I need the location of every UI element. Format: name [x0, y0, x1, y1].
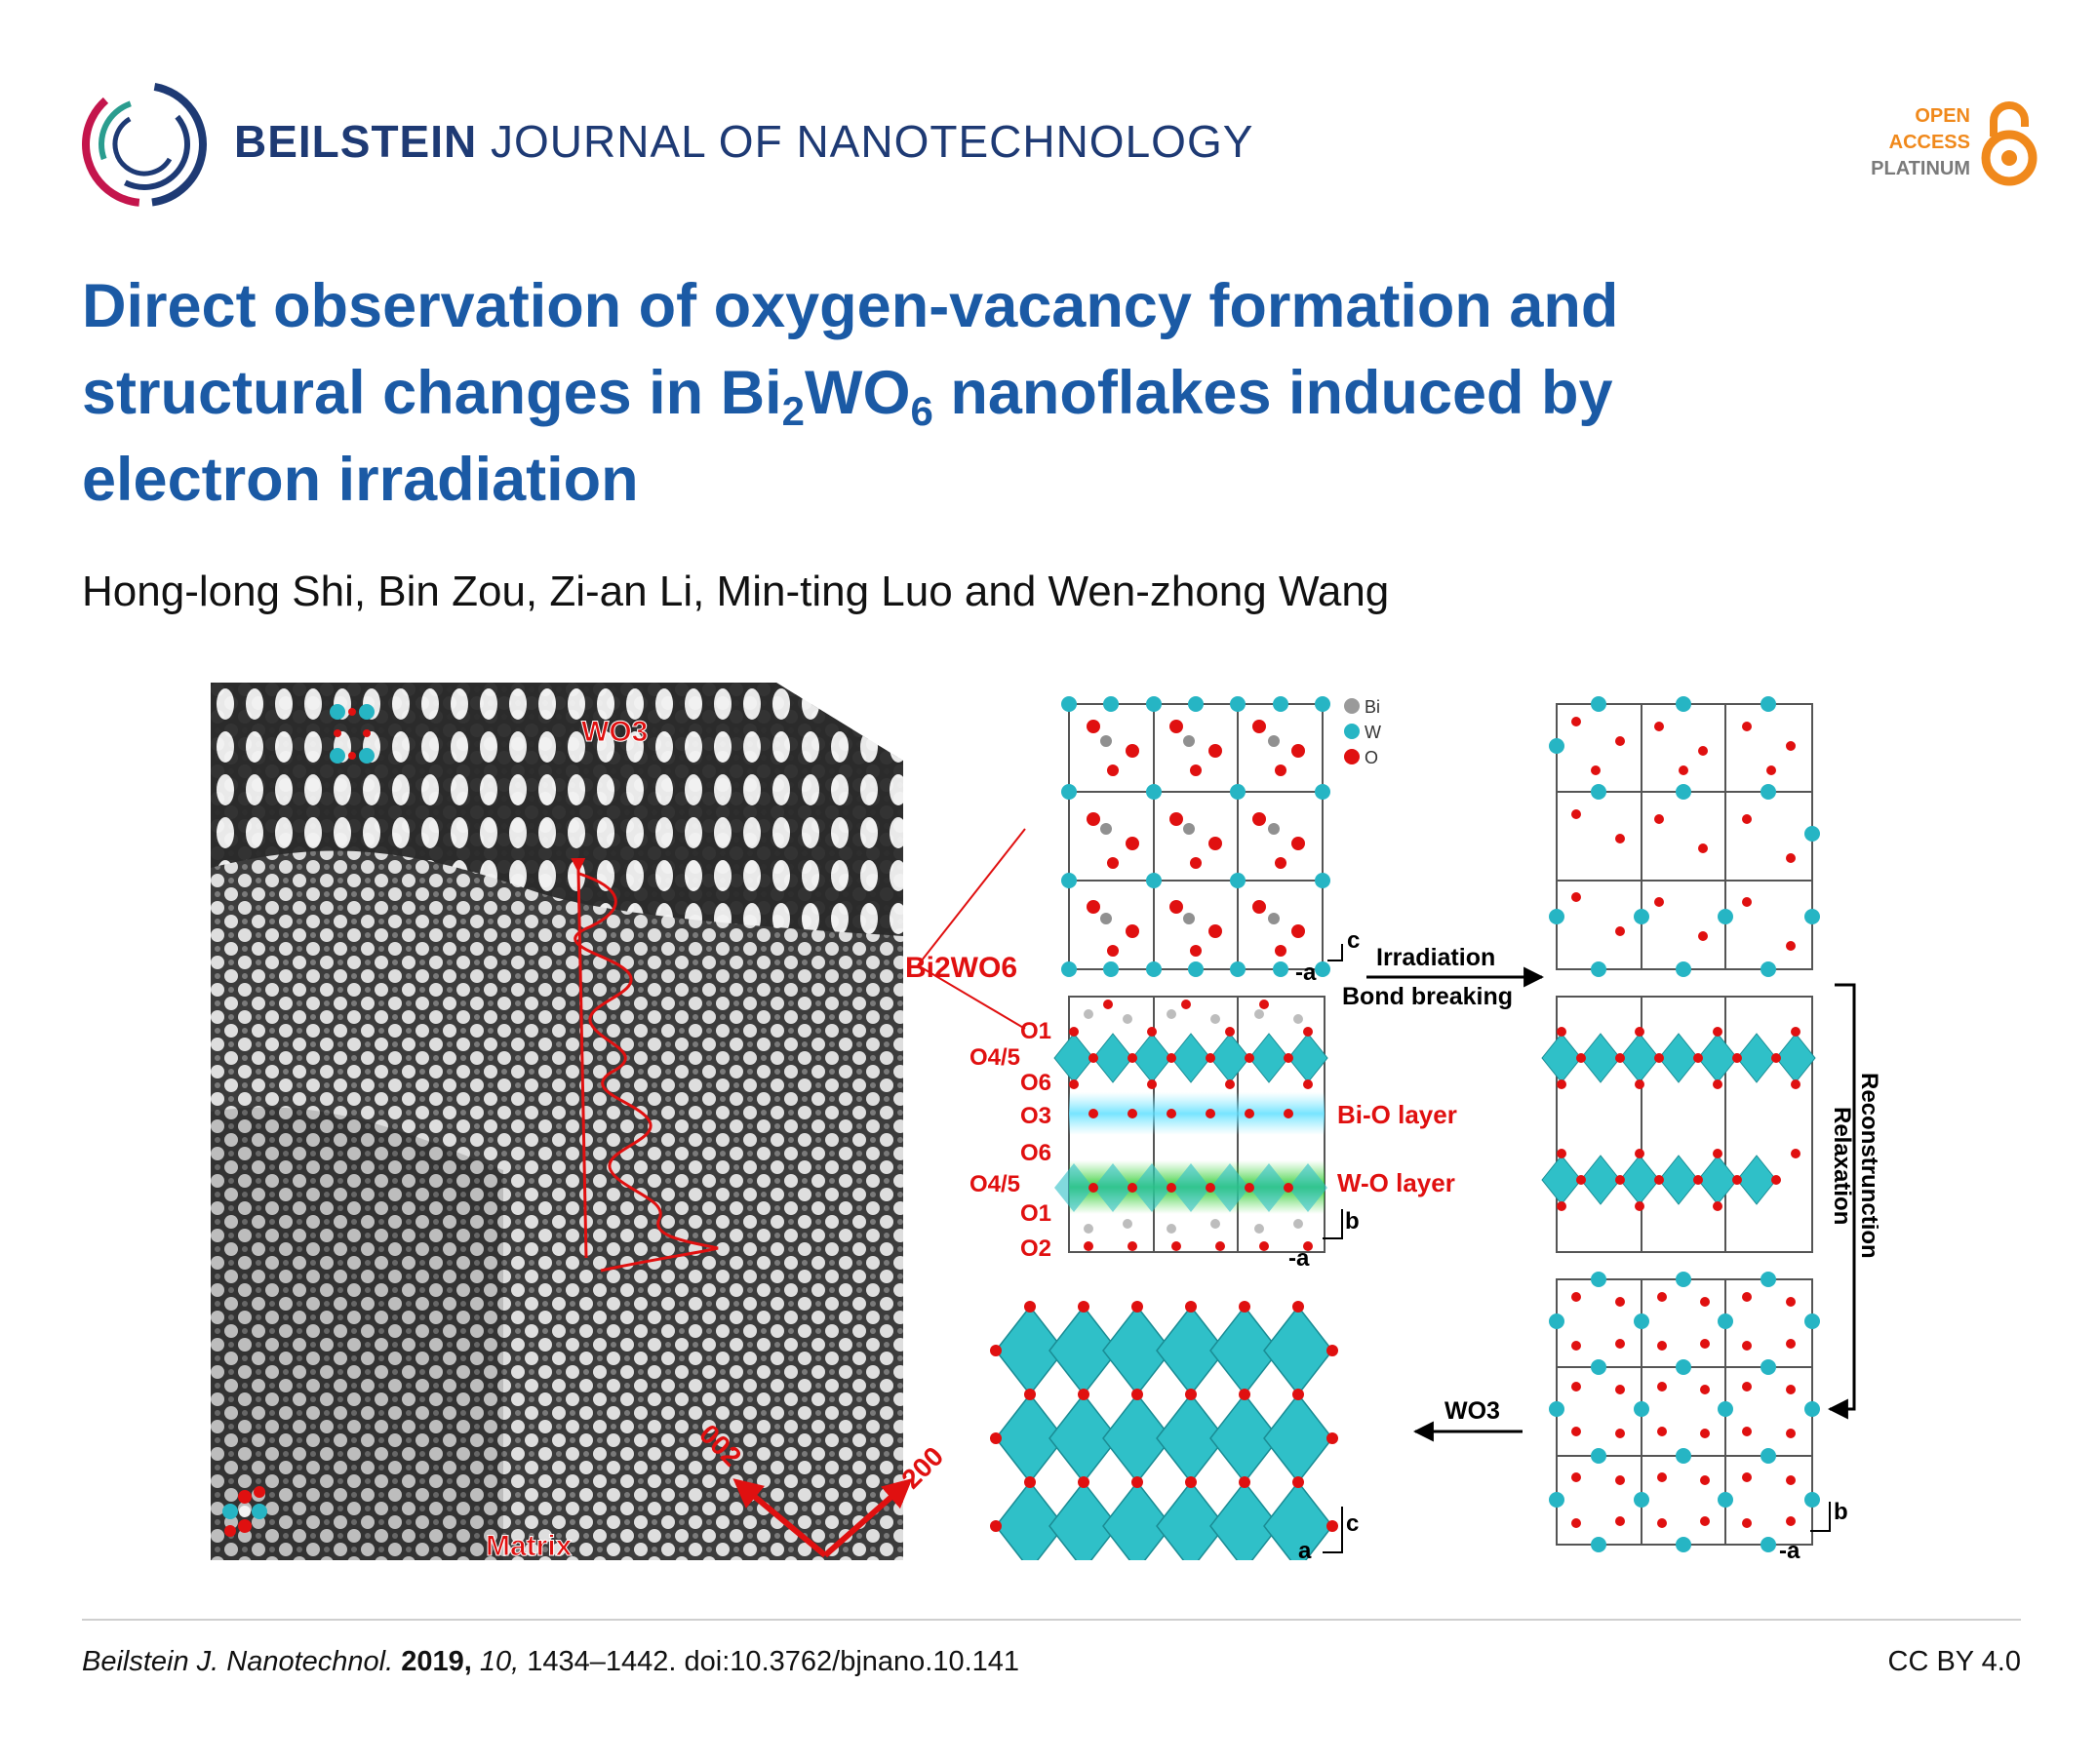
layer-label-o6-bottom: O6 — [1020, 1140, 1051, 1166]
oa-platinum: PLATINUM — [1871, 158, 1970, 179]
reconstructed-top-view — [1549, 1272, 1820, 1552]
axes-panel-e — [1810, 1502, 1831, 1532]
legend-bi: Bi — [1365, 697, 1380, 717]
axis-a-bottom: a — [1298, 1538, 1312, 1560]
layer-label-o1-bottom: O1 — [1020, 1200, 1051, 1227]
beilstein-logo-icon — [82, 82, 207, 207]
bi2wo6-unit-cell-icon — [222, 1486, 267, 1537]
bi2wo6-side-view — [1053, 996, 1328, 1253]
layer-label-o1-top: O1 — [1020, 1018, 1051, 1044]
axis-neg-a-bottom: -a — [1779, 1538, 1800, 1560]
citation-year: 2019, — [401, 1646, 472, 1677]
layer-label-o2: O2 — [1020, 1235, 1051, 1262]
open-access-badge[interactable]: OPEN ACCESS PLATINUM — [1834, 98, 2038, 190]
wo-layer-label: W-O layer — [1337, 1168, 1455, 1197]
tem-micrograph — [211, 683, 903, 1560]
citation: Beilstein J. Nanotechnol. 2019, 10, 1434… — [82, 1646, 1019, 1678]
layer-label-o6-top: O6 — [1020, 1070, 1051, 1096]
bi2wo6-top-view — [1061, 696, 1330, 977]
irradiated-top-view — [1549, 696, 1820, 977]
layer-label-o45-bottom: O4/5 — [969, 1171, 1020, 1197]
open-access-lock-icon — [1981, 101, 2038, 186]
title-part3: nanoflakes induced by electron irradiati… — [82, 359, 1613, 514]
layer-labels: O1 O4/5 O6 O3 O6 O4/5 O1 O2 — [969, 1018, 1051, 1262]
legend-w: W — [1365, 723, 1381, 742]
oa-access: ACCESS — [1888, 132, 1970, 153]
axis-neg-a-top: -a — [1295, 960, 1317, 986]
journal-name-rest: JOURNAL OF NANOTECHNOLOGY — [477, 116, 1254, 167]
axes-panel-b — [1323, 1209, 1343, 1239]
title-sub1: 2 — [781, 388, 806, 434]
bio-layer-label: Bi-O layer — [1337, 1100, 1457, 1129]
citation-pages-doi[interactable]: 1434–1442. doi:10.3762/bjnano.10.141 — [527, 1646, 1020, 1677]
irradiation-label: Irradiation — [1376, 944, 1495, 971]
wo3-unit-cell-icon — [330, 704, 375, 764]
graphical-abstract-figure: WO3 Matrix 002 200 Bi2WO6 — [211, 683, 1879, 1560]
layer-label-o3: O3 — [1020, 1103, 1051, 1129]
axis-c-top: c — [1347, 927, 1360, 954]
intensity-profile-line — [571, 857, 588, 1259]
journal-name-bold: BEILSTEIN — [234, 116, 478, 167]
title-part1: Direct observation of oxygen-vacancy for… — [82, 272, 1619, 427]
author-list: Hong-long Shi, Bin Zou, Zi-an Li, Min-ti… — [82, 568, 1390, 615]
citation-journal: Beilstein J. Nanotechnol. — [82, 1646, 394, 1677]
footer-divider — [82, 1619, 2021, 1621]
reconstruction-label: Reconstrunction — [1856, 1073, 1879, 1259]
axes-panel-a — [1327, 944, 1343, 961]
article-title: Direct observation of oxygen-vacancy for… — [82, 263, 1838, 524]
axis-b-mid: b — [1345, 1208, 1360, 1235]
axis-b-bottom: b — [1834, 1499, 1848, 1525]
title-part2: WO — [805, 359, 911, 427]
zoom-line-bottom — [917, 964, 1026, 1030]
citation-volume: 10, — [479, 1646, 520, 1677]
atom-legend: Bi W O — [1344, 697, 1381, 767]
axes-panel-f — [1323, 1507, 1343, 1553]
intensity-profile-curve — [574, 872, 719, 1273]
oa-open: OPEN — [1915, 105, 1970, 127]
tem-label-matrix: Matrix — [486, 1530, 573, 1560]
direction-arrow-200 — [823, 1478, 913, 1558]
axis-neg-a-mid: -a — [1288, 1245, 1310, 1272]
layer-label-o45-top: O4/5 — [969, 1044, 1020, 1071]
bi2wo6-label: Bi2WO6 — [905, 952, 1017, 984]
direction-arrow-002 — [732, 1478, 827, 1558]
tem-label-wo3: WO3 — [581, 716, 648, 748]
bond-breaking-label: Bond breaking — [1342, 983, 1513, 1010]
legend-o: O — [1365, 748, 1378, 767]
journal-name[interactable]: BEILSTEIN JOURNAL OF NANOTECHNOLOGY — [234, 115, 1253, 168]
wo3-arrow-label: WO3 — [1444, 1397, 1500, 1425]
title-sub2: 6 — [910, 388, 933, 434]
relaxation-label: Relaxation — [1829, 1107, 1855, 1225]
license[interactable]: CC BY 4.0 — [1887, 1646, 2021, 1677]
irradiated-side-view — [1541, 996, 1816, 1253]
zoom-line-top — [917, 828, 1026, 966]
wo3-structure — [990, 1301, 1338, 1560]
reconstruction-bracket — [1827, 983, 1856, 1420]
axis-c-bottom: c — [1346, 1510, 1359, 1537]
